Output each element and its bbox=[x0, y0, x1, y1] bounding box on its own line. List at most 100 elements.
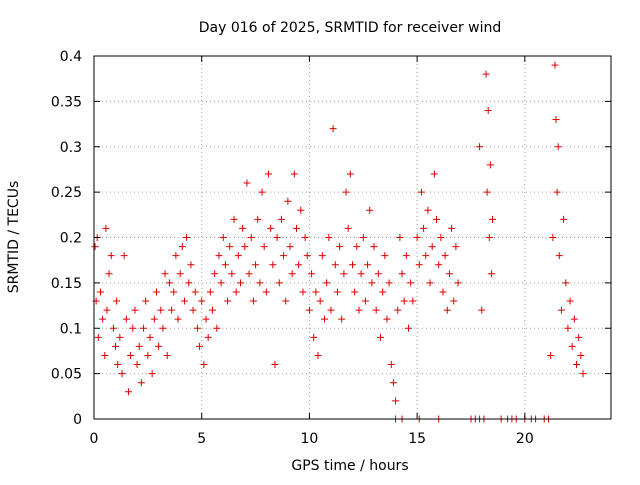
data-point bbox=[163, 351, 171, 359]
data-point bbox=[189, 306, 197, 314]
data-point bbox=[566, 297, 574, 305]
data-point bbox=[312, 288, 320, 296]
data-point bbox=[99, 315, 107, 323]
data-point bbox=[364, 261, 372, 269]
data-point bbox=[426, 279, 434, 287]
data-point bbox=[148, 370, 156, 378]
data-point bbox=[267, 224, 275, 232]
data-point bbox=[286, 243, 294, 251]
data-point bbox=[573, 361, 581, 369]
data-point bbox=[96, 288, 104, 296]
data-point bbox=[211, 270, 219, 278]
data-point bbox=[372, 306, 380, 314]
data-point bbox=[557, 306, 565, 314]
data-point bbox=[273, 234, 281, 241]
y-tick-label: 0.05 bbox=[51, 367, 82, 383]
data-point bbox=[484, 106, 492, 114]
data-point bbox=[165, 279, 173, 287]
data-point bbox=[107, 252, 115, 260]
data-point bbox=[349, 261, 356, 269]
data-point bbox=[217, 279, 225, 287]
data-point bbox=[374, 270, 382, 278]
data-point bbox=[344, 224, 352, 232]
data-point bbox=[172, 252, 180, 260]
data-point bbox=[262, 288, 270, 296]
data-point bbox=[325, 234, 333, 241]
data-point bbox=[271, 361, 279, 369]
data-point bbox=[140, 324, 148, 332]
data-point bbox=[577, 351, 585, 359]
y-tick-label: 0.25 bbox=[51, 185, 82, 201]
data-point bbox=[133, 361, 141, 369]
data-point bbox=[150, 315, 158, 323]
x-tick-label: 5 bbox=[197, 431, 206, 447]
data-point bbox=[385, 279, 393, 287]
data-point bbox=[221, 261, 229, 269]
data-point bbox=[187, 261, 195, 269]
data-point bbox=[570, 315, 578, 323]
data-point bbox=[346, 170, 354, 178]
data-point bbox=[183, 234, 191, 241]
data-point bbox=[129, 324, 137, 332]
data-point bbox=[398, 270, 406, 278]
data-point bbox=[562, 279, 570, 287]
data-point bbox=[568, 342, 576, 350]
data-point bbox=[226, 243, 234, 251]
data-point bbox=[277, 215, 285, 223]
data-point bbox=[245, 270, 253, 278]
data-point bbox=[422, 252, 430, 260]
data-point bbox=[284, 197, 292, 205]
data-point bbox=[105, 270, 113, 278]
data-point bbox=[351, 288, 359, 296]
data-point bbox=[247, 234, 255, 241]
data-point bbox=[275, 279, 283, 287]
data-point bbox=[407, 279, 415, 287]
data-point bbox=[342, 188, 350, 196]
data-point bbox=[137, 379, 145, 387]
data-point bbox=[387, 361, 395, 369]
data-point bbox=[224, 297, 232, 305]
data-point bbox=[379, 288, 387, 296]
data-point bbox=[241, 243, 249, 251]
data-point bbox=[269, 261, 277, 269]
data-point bbox=[327, 306, 335, 314]
data-point bbox=[176, 270, 184, 278]
data-point bbox=[487, 270, 495, 278]
data-point bbox=[155, 342, 163, 350]
data-point bbox=[288, 270, 296, 278]
data-point bbox=[329, 125, 337, 133]
data-point bbox=[208, 306, 216, 314]
data-point bbox=[103, 306, 111, 314]
data-point bbox=[282, 297, 290, 305]
data-point bbox=[102, 224, 110, 232]
data-point bbox=[256, 279, 264, 287]
data-point bbox=[101, 351, 109, 359]
data-point bbox=[232, 288, 240, 296]
data-point bbox=[441, 252, 449, 260]
data-point bbox=[215, 252, 223, 260]
y-tick-label: 0.2 bbox=[60, 231, 82, 247]
data-point bbox=[290, 170, 298, 178]
axes bbox=[93, 55, 612, 420]
data-point bbox=[552, 116, 560, 124]
data-point bbox=[260, 243, 268, 251]
data-point bbox=[234, 252, 242, 260]
data-point bbox=[135, 342, 143, 350]
data-point bbox=[486, 161, 494, 169]
data-point bbox=[383, 315, 391, 323]
data-point bbox=[428, 243, 436, 251]
data-point bbox=[381, 252, 389, 260]
y-axis-title: SRMTID / TECUs bbox=[6, 181, 22, 294]
data-point bbox=[409, 297, 417, 305]
data-point bbox=[361, 297, 369, 305]
data-point bbox=[168, 306, 176, 314]
data-point bbox=[146, 333, 154, 341]
data-point bbox=[547, 351, 555, 359]
data-point bbox=[178, 243, 186, 251]
data-point bbox=[482, 70, 490, 78]
data-point bbox=[357, 270, 365, 278]
data-point bbox=[144, 351, 152, 359]
data-point bbox=[157, 306, 165, 314]
data-point bbox=[200, 361, 208, 369]
